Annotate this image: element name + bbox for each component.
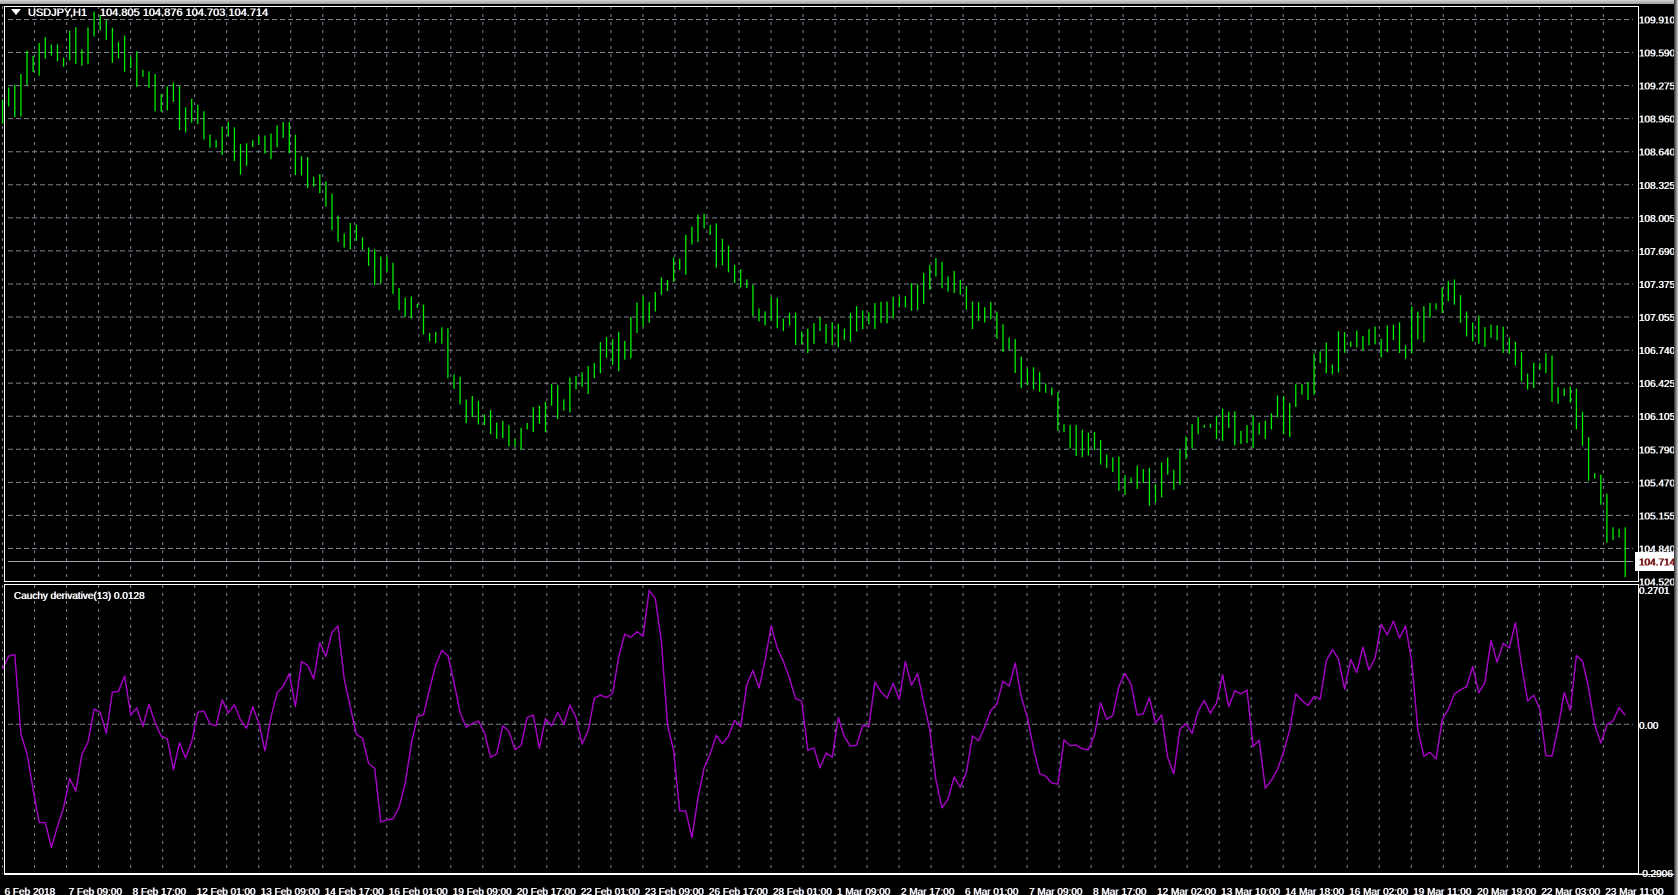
svg-text:19 Feb 09:00: 19 Feb 09:00 (453, 887, 512, 895)
svg-text:20 Feb 17:00: 20 Feb 17:00 (517, 887, 576, 895)
svg-text:106.105: 106.105 (1639, 412, 1676, 423)
svg-text:104.714: 104.714 (1639, 557, 1676, 568)
svg-text:109.590: 109.590 (1639, 49, 1676, 60)
svg-text:13 Mar 10:00: 13 Mar 10:00 (1221, 887, 1280, 895)
svg-text:106.740: 106.740 (1639, 346, 1676, 357)
svg-text:14 Mar 18:00: 14 Mar 18:00 (1285, 887, 1344, 895)
svg-text:108.005: 108.005 (1639, 214, 1676, 225)
svg-text:26 Feb 17:00: 26 Feb 17:00 (709, 887, 768, 895)
svg-text:-0.2906: -0.2906 (1639, 869, 1673, 880)
svg-text:28 Feb 01:00: 28 Feb 01:00 (773, 887, 832, 895)
svg-text:6 Mar 01:00: 6 Mar 01:00 (965, 887, 1019, 895)
svg-text:108.960: 108.960 (1639, 115, 1676, 126)
svg-text:0.2701: 0.2701 (1639, 586, 1670, 597)
svg-text:23 Feb 09:00: 23 Feb 09:00 (645, 887, 704, 895)
svg-text:7 Feb 09:00: 7 Feb 09:00 (69, 887, 123, 895)
svg-text:104.840: 104.840 (1639, 544, 1676, 555)
svg-text:107.375: 107.375 (1639, 280, 1676, 291)
svg-text:12 Feb 01:00: 12 Feb 01:00 (197, 887, 256, 895)
svg-text:8 Feb 17:00: 8 Feb 17:00 (133, 887, 187, 895)
svg-text:14 Feb 17:00: 14 Feb 17:00 (325, 887, 384, 895)
svg-text:13 Feb 09:00: 13 Feb 09:00 (261, 887, 320, 895)
svg-text:20 Mar 19:00: 20 Mar 19:00 (1477, 887, 1536, 895)
svg-text:2 Mar 17:00: 2 Mar 17:00 (901, 887, 955, 895)
svg-text:7 Mar 09:00: 7 Mar 09:00 (1029, 887, 1083, 895)
svg-text:16 Feb 01:00: 16 Feb 01:00 (389, 887, 448, 895)
svg-text:104.805 104.876 104.703 104: 104.805 104.876 104.703 104.714 (100, 7, 268, 19)
svg-text:8 Mar 17:00: 8 Mar 17:00 (1093, 887, 1147, 895)
svg-text:109.910: 109.910 (1639, 16, 1676, 27)
svg-text:107.690: 107.690 (1639, 247, 1676, 258)
svg-text:12 Mar 02:00: 12 Mar 02:00 (1157, 887, 1216, 895)
svg-text:0.00: 0.00 (1639, 721, 1659, 732)
svg-text:108.325: 108.325 (1639, 181, 1676, 192)
svg-text:108.640: 108.640 (1639, 148, 1676, 159)
svg-text:16 Mar 02:00: 16 Mar 02:00 (1349, 887, 1408, 895)
svg-text:USDJPY,H1: USDJPY,H1 (28, 7, 87, 19)
svg-text:105.790: 105.790 (1639, 445, 1676, 456)
svg-text:1 Mar 09:00: 1 Mar 09:00 (837, 887, 891, 895)
svg-text:22 Feb 01:00: 22 Feb 01:00 (581, 887, 640, 895)
svg-text:109.275: 109.275 (1639, 82, 1676, 93)
svg-text:107.055: 107.055 (1639, 313, 1676, 324)
svg-text:105.470: 105.470 (1639, 478, 1676, 489)
svg-text:6 Feb 2018: 6 Feb 2018 (5, 887, 56, 895)
svg-text:23 Mar 11:00: 23 Mar 11:00 (1605, 887, 1664, 895)
svg-text:22 Mar 03:00: 22 Mar 03:00 (1541, 887, 1600, 895)
svg-text:106.425: 106.425 (1639, 379, 1676, 390)
svg-text:19 Mar 11:00: 19 Mar 11:00 (1413, 887, 1472, 895)
svg-text:105.155: 105.155 (1639, 511, 1676, 522)
svg-text:Cauchy derivative(13) 0.0128: Cauchy derivative(13) 0.0128 (14, 591, 145, 602)
